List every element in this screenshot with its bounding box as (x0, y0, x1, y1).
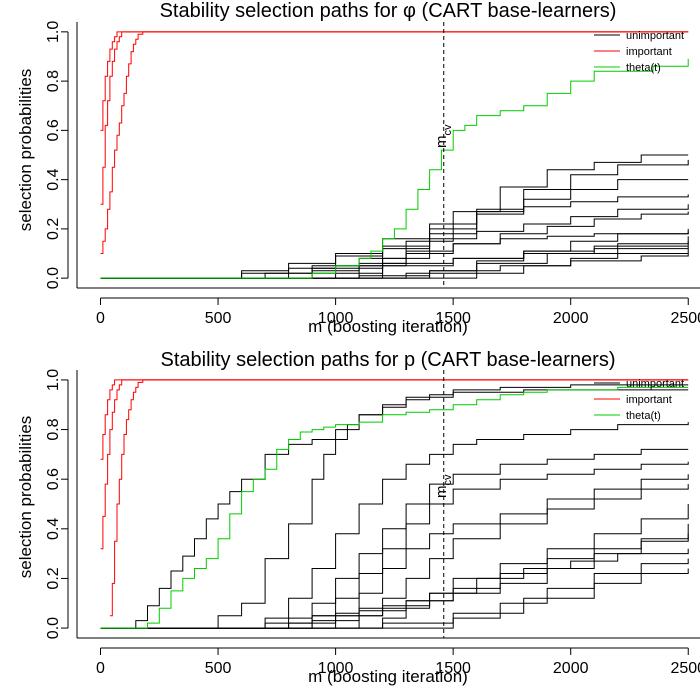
legend-label: important (626, 394, 672, 406)
selection-path-important (100, 379, 689, 550)
selection-path-important (109, 379, 689, 617)
selection-path-important (100, 31, 689, 205)
selection-path-important (100, 379, 689, 460)
x-tick-label: 500 (205, 310, 232, 327)
panel-phi: Stability selection paths for φ (CART ba… (16, 0, 700, 336)
y-tick-label: 0.0 (45, 267, 62, 289)
selection-path-unimportant (100, 194, 689, 279)
x-tick-label: 500 (205, 660, 232, 677)
x-tick-label: 1500 (435, 660, 471, 677)
legend-label: unimportant (626, 378, 684, 390)
selection-path-theta (100, 386, 689, 629)
y-tick-label: 0.4 (45, 168, 62, 190)
selection-path-unimportant (100, 474, 689, 629)
x-tick-label: 1500 (435, 310, 471, 327)
plot-area: 0.0 0.2 0.4 0.6 0.8 1.0 0 500 1000 1500 2000 2500 un… (45, 21, 700, 327)
legend-label: theta(t) (626, 410, 661, 422)
x-tick-label: 2000 (553, 310, 589, 327)
x-tick-label: 0 (96, 310, 105, 327)
y-axis-label: selection probabilities (16, 416, 35, 579)
mcv-label: mcv (433, 474, 454, 498)
x-tick-label: 2500 (670, 310, 700, 327)
x-tick-label: 2000 (553, 660, 589, 677)
x-tick-label: 0 (96, 660, 105, 677)
y-tick-label: 0.8 (45, 418, 62, 440)
selection-path-unimportant (100, 246, 689, 279)
legend-label: unimportant (626, 30, 684, 42)
y-tick-label: 0.4 (45, 518, 62, 540)
y-tick-label: 0.0 (45, 617, 62, 639)
selection-path-unimportant (100, 253, 689, 279)
selection-path-unimportant (100, 389, 689, 629)
y-axis-label: selection probabilities (16, 69, 35, 232)
x-tick-label: 2500 (670, 660, 700, 677)
y-tick-label: 0.2 (45, 218, 62, 240)
y-tick-label: 1.0 (45, 369, 62, 391)
x-tick-label: 1000 (318, 660, 354, 677)
selection-path-unimportant (100, 448, 689, 629)
selection-path-unimportant (100, 558, 689, 629)
y-tick-label: 0.8 (45, 70, 62, 92)
selection-path-important (100, 31, 689, 131)
selection-path-important (100, 31, 689, 254)
plot-area: 0.0 0.2 0.4 0.6 0.8 1.0 0 500 1000 1500 2000 2500 un… (45, 369, 700, 677)
panel-title: Stability selection paths for φ (CART ba… (160, 0, 617, 22)
selection-path-theta (100, 58, 689, 279)
panel-title: Stability selection paths for p (CART ba… (160, 349, 615, 371)
mcv-label: mcv (433, 124, 454, 148)
x-tick-label: 1000 (318, 310, 354, 327)
selection-path-unimportant (100, 422, 689, 629)
selection-path-unimportant (100, 204, 689, 279)
panel-p: Stability selection paths for p (CART ba… (16, 349, 700, 686)
y-tick-label: 0.6 (45, 468, 62, 490)
y-tick-label: 0.2 (45, 567, 62, 589)
x-axis-label: m (boosting iteration) (308, 317, 468, 336)
legend-label: theta(t) (626, 62, 661, 74)
selection-path-unimportant (100, 568, 689, 629)
legend-label: important (626, 46, 672, 58)
y-tick-label: 1.0 (45, 21, 62, 43)
x-axis-label: m (boosting iteration) (308, 667, 468, 686)
y-tick-label: 0.6 (45, 119, 62, 141)
selection-path-unimportant (100, 548, 689, 629)
